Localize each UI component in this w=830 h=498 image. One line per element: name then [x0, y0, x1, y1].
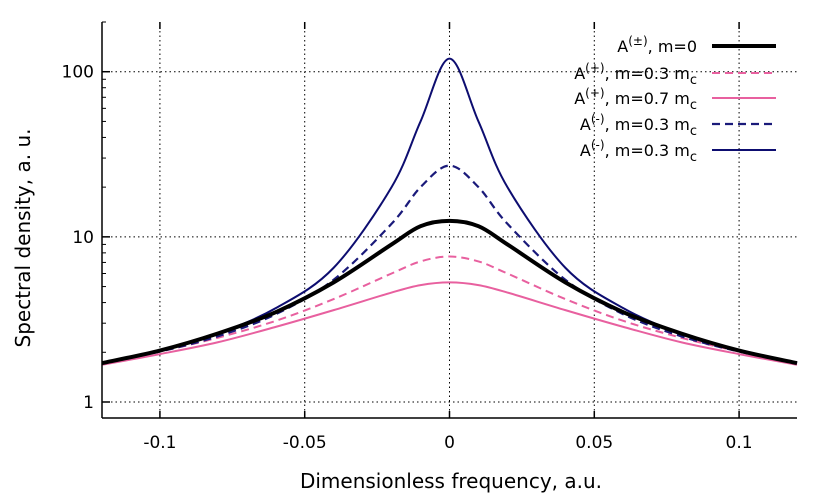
x-tick-label: -0.05 — [283, 433, 327, 453]
legend-label-subscript: c — [690, 150, 697, 165]
legend-label-text: , m=0.7 m — [605, 89, 690, 108]
legend-label-subscript: c — [690, 124, 697, 139]
series-line-2 — [101, 255, 798, 365]
series-line-4 — [101, 164, 798, 365]
legend-label-text: , m=0.3 m — [605, 141, 690, 160]
legend-label-superscript: (+) — [585, 61, 604, 75]
series-line-1 — [101, 218, 798, 366]
legend-label-4: A(-), m=0.3 mc — [580, 112, 697, 139]
legend-label-1: A(±), m=0 — [617, 34, 697, 56]
x-tick-label: 0.1 — [726, 433, 753, 453]
legend-label-superscript: (+) — [585, 86, 604, 100]
legend-label-superscript: (-) — [591, 138, 605, 152]
legend-label-text: , m=0.3 m — [605, 115, 690, 134]
y-axis-label: Spectral density, a. u. — [11, 129, 35, 348]
legend-label-text: , m=0 — [648, 37, 697, 56]
legend-label-superscript: (±) — [628, 34, 647, 48]
legend-label-base: A — [580, 115, 591, 134]
axes — [101, 21, 797, 419]
series-line-3 — [101, 281, 798, 366]
legend-label-text: , m=0.3 m — [605, 64, 690, 83]
legend-label-3: A(+), m=0.7 mc — [574, 86, 697, 113]
x-tick-label: -0.1 — [143, 433, 176, 453]
legend-label-base: A — [574, 64, 585, 83]
legend-label-subscript: c — [690, 98, 697, 113]
tick-labels: -0.1 -0.05 0 0.05 0.1 1 10 100 — [62, 63, 753, 453]
legend-label-5: A(-), m=0.3 mc — [580, 138, 697, 165]
legend-label-base: A — [580, 141, 591, 160]
y-tick-label: 10 — [72, 228, 94, 248]
y-tick-label: 1 — [83, 393, 94, 413]
legend-label-base: A — [617, 37, 628, 56]
legend-label-superscript: (-) — [591, 112, 605, 126]
x-tick-label: 0.05 — [575, 433, 613, 453]
legend: A(±), m=0A(+), m=0.3 mcA(+), m=0.7 mcA(-… — [574, 34, 776, 165]
x-axis-label: Dimensionless frequency, a.u. — [300, 469, 602, 493]
legend-label-subscript: c — [690, 73, 697, 88]
legend-label-base: A — [574, 89, 585, 108]
x-tick-label: 0 — [444, 433, 455, 453]
y-tick-label: 100 — [62, 63, 94, 83]
legend-label-2: A(+), m=0.3 mc — [574, 61, 697, 88]
series-lines — [101, 57, 798, 366]
